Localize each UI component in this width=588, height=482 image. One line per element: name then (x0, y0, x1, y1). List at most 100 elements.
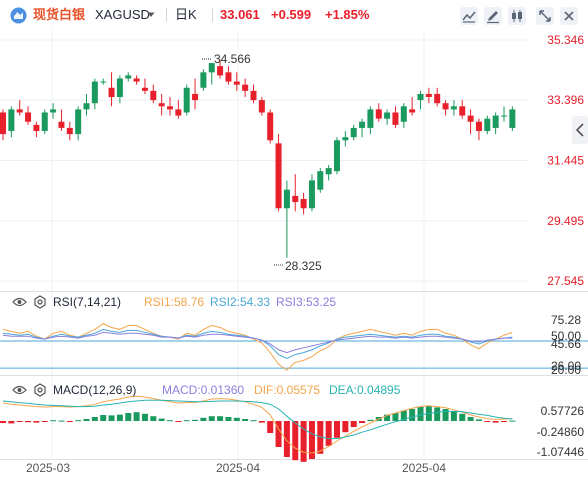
candle-body (400, 106, 407, 122)
candle-body (250, 90, 257, 101)
chart-toolbar: 现货白银 XAGUSD 日K 33.061 +0.599 +1.85% (0, 0, 588, 30)
settings-icon[interactable] (33, 295, 47, 309)
candle-body (116, 78, 123, 98)
candle-body (25, 112, 32, 122)
dif-value: DIF:0.05575 (254, 383, 321, 397)
candlestick-series (0, 59, 516, 258)
macd-histogram-bar (434, 407, 441, 421)
macd-axis: 0.57726 -0.24860 -1.07446 (537, 404, 585, 459)
price-axis-label: 27.545 (547, 274, 584, 288)
candle-body (350, 127, 357, 138)
candle-body (375, 109, 382, 119)
chart-type-button[interactable] (508, 7, 526, 25)
macd-histogram-bar (100, 415, 107, 421)
candle-body (58, 121, 65, 128)
dea-line (2, 399, 513, 440)
macd-histogram-bar (325, 421, 332, 446)
toolbar-divider (166, 8, 167, 22)
macd-histogram-bar (217, 416, 224, 421)
macd-histogram-bar (384, 414, 391, 421)
candle-body (501, 115, 507, 117)
price-axis-label: 31.445 (547, 154, 584, 168)
rsi-title[interactable]: RSI(7,14,21) (53, 295, 122, 309)
candle-body (459, 106, 466, 116)
macd-histogram-bar (292, 421, 299, 461)
candle-body (367, 109, 374, 128)
low-annotation: 28.325 (285, 259, 322, 273)
macd-histogram-bar (350, 421, 357, 427)
macd-axis-label: 0.57726 (541, 404, 585, 418)
macd-histogram-bar (50, 420, 57, 422)
macd-histogram-bar (392, 413, 399, 421)
indicator-button[interactable] (460, 7, 478, 25)
candle-body (509, 109, 516, 128)
candle-body (133, 78, 140, 82)
macd-histogram-bar (167, 420, 173, 422)
high-annotation: 34.566 (214, 52, 251, 66)
macd-histogram-bar (16, 421, 23, 422)
candle-body (16, 109, 23, 113)
candle-body (141, 87, 148, 91)
macd-histogram-bar (41, 421, 48, 422)
macd-axis-label: -0.24860 (537, 425, 585, 439)
macd-histogram-bar (275, 421, 282, 447)
candle-body (384, 112, 391, 119)
dif-line (2, 395, 513, 454)
macd-histogram-bar (108, 415, 115, 421)
macd-histogram-bar (409, 409, 416, 421)
candle-body (183, 87, 190, 113)
macd-axis-label: -1.07446 (537, 445, 585, 459)
macd-histogram-bar (300, 421, 307, 462)
macd-histogram-bar (225, 417, 232, 421)
macd-histogram-bar (475, 419, 482, 421)
time-axis-label: 2025-03 (26, 461, 70, 475)
candle-body (442, 103, 449, 110)
macd-value: MACD:0.01360 (162, 383, 245, 397)
settings-icon[interactable] (33, 383, 47, 397)
macd-histogram-bar (359, 421, 366, 423)
macd-histogram-bar (141, 413, 148, 421)
dea-value: DEA:0.04895 (329, 383, 401, 397)
candle-body (484, 118, 491, 132)
macd-histogram-bar (400, 410, 407, 421)
macd-histogram-bar (334, 421, 340, 438)
macd-histogram-bar (450, 411, 457, 421)
macd-histogram-bar (192, 419, 199, 421)
macd-histogram-bar (66, 421, 73, 422)
eye-icon[interactable] (12, 295, 27, 309)
close-button[interactable] (560, 7, 578, 25)
candle-body (192, 93, 199, 101)
price-change-percent: +1.85% (325, 7, 370, 22)
candle-body (75, 109, 82, 135)
candle-body (0, 112, 6, 135)
candle-body (258, 100, 265, 113)
eye-icon[interactable] (12, 383, 27, 397)
macd-histogram-bar (509, 420, 516, 422)
candle-body (325, 168, 332, 175)
symbol-selector[interactable]: XAGUSD (95, 7, 150, 22)
macd-histogram-bar (242, 419, 249, 421)
interval-selector[interactable]: 日K (175, 7, 197, 22)
candle-body (108, 87, 115, 98)
fullscreen-button[interactable] (536, 7, 554, 25)
toolbar-divider (212, 8, 213, 22)
candle-body (308, 180, 315, 209)
macd-histogram-bar (501, 421, 507, 422)
rsi-axis-label: 20.00 (551, 363, 581, 377)
pencil-icon (487, 11, 499, 24)
scroll-right-button[interactable] (572, 116, 588, 144)
candle-body (66, 127, 73, 135)
candle-body (342, 137, 349, 141)
chevron-down-icon[interactable] (147, 12, 155, 18)
macd-histogram-bar (267, 421, 274, 433)
macd-title[interactable]: MACD(12,26,9) (53, 383, 137, 397)
candle-body (208, 63, 215, 73)
macd-histogram-bar (183, 420, 190, 422)
macd-histogram-bar (492, 421, 499, 423)
macd-histogram-bar (258, 421, 265, 423)
brand-label[interactable]: 现货白银 (33, 7, 86, 22)
draw-tool-button[interactable] (484, 7, 502, 25)
